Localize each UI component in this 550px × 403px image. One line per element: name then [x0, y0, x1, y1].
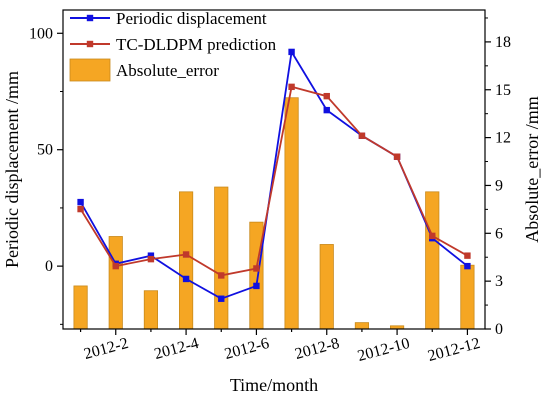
lines-layer — [77, 48, 471, 302]
y-left-tick-label: 100 — [29, 25, 53, 42]
bar-absolute-error-2012-8 — [319, 244, 334, 330]
bars-layer — [73, 97, 475, 330]
point-tc-dldpm-prediction-2012-3 — [147, 255, 155, 263]
point-tc-dldpm-prediction-2012-4 — [182, 251, 190, 258]
y-right-tick-label: 0 — [495, 321, 503, 338]
point-periodic-displacement-2012-1 — [77, 198, 84, 206]
point-tc-dldpm-prediction-2012-12 — [464, 252, 471, 259]
y-left-tick-label: 0 — [45, 258, 53, 275]
bar-absolute-error-2012-3 — [143, 290, 158, 330]
point-periodic-displacement-2012-7 — [288, 48, 295, 56]
legend: Periodic displacement TC-DLDPM predictio… — [69, 9, 277, 82]
x-tick-label-2012-12: 2012-12 — [426, 335, 482, 365]
point-periodic-displacement-2012-6 — [253, 282, 260, 290]
point-tc-dldpm-prediction-2012-8 — [323, 92, 330, 100]
bar-absolute-error-2012-5 — [214, 186, 229, 330]
plot-frame — [62, 9, 486, 330]
point-tc-dldpm-prediction-2012-9 — [358, 132, 366, 139]
bar-absolute-error-2012-2 — [108, 236, 123, 330]
legend-label-absolute-error: Absolute_error — [116, 61, 219, 80]
y-right-tick-label: 9 — [495, 177, 503, 194]
point-periodic-displacement-2012-8 — [323, 106, 330, 114]
x-tick-label-2012-6: 2012-6 — [223, 335, 271, 363]
bar-absolute-error-2012-6 — [249, 221, 264, 330]
point-tc-dldpm-prediction-2012-5 — [218, 272, 225, 279]
legend-label-periodic-displacement: Periodic displacement — [116, 9, 267, 28]
point-tc-dldpm-prediction-2012-6 — [253, 265, 260, 272]
y-right-tick-label: 18 — [495, 34, 511, 51]
y-right-tick-label: 12 — [495, 130, 511, 147]
x-tick-label-2012-10: 2012-10 — [356, 335, 412, 365]
point-periodic-displacement-2012-5 — [218, 295, 225, 302]
bar-absolute-error-2012-1 — [73, 285, 88, 330]
bar-absolute-error-2012-12 — [460, 264, 475, 330]
legend-swatch-absolute-error — [69, 58, 111, 82]
point-periodic-displacement-2012-3 — [147, 252, 155, 259]
line-tc-dldpm-prediction — [79, 85, 468, 277]
bar-absolute-error-2012-7 — [284, 97, 299, 330]
legend-marker-periodic-displacement — [86, 14, 94, 22]
y-axis-left-title: Periodic displacement /mm — [2, 71, 22, 268]
x-axis-title: Time/month — [230, 375, 318, 395]
point-tc-dldpm-prediction-2012-2 — [112, 262, 119, 270]
bar-absolute-error-2012-11 — [425, 191, 440, 330]
y-right-tick-label: 3 — [495, 273, 503, 290]
point-tc-dldpm-prediction-2012-1 — [77, 205, 84, 213]
y-right-tick-label: 15 — [495, 82, 511, 99]
point-tc-dldpm-prediction-2012-11 — [429, 232, 436, 240]
x-tick-label-2012-4: 2012-4 — [152, 335, 200, 363]
x-tick-label-2012-8: 2012-8 — [293, 335, 341, 363]
legend-label-tc-dldpm-prediction: TC-DLDPM prediction — [116, 35, 277, 54]
point-tc-dldpm-prediction-2012-10 — [393, 153, 401, 160]
x-tick-label-2012-2: 2012-2 — [82, 335, 130, 363]
point-periodic-displacement-2012-4 — [182, 275, 190, 283]
point-periodic-displacement-2012-12 — [464, 262, 471, 270]
bar-absolute-error-2012-9 — [354, 322, 369, 330]
bar-absolute-error-2012-4 — [179, 191, 194, 330]
y-right-tick-label: 6 — [495, 225, 503, 242]
legend-marker-tc-dldpm-prediction — [86, 40, 94, 48]
y-axis-right-title: Absolute_error /mm — [522, 96, 542, 242]
y-left-tick-label: 50 — [37, 142, 53, 159]
point-tc-dldpm-prediction-2012-7 — [288, 83, 295, 91]
